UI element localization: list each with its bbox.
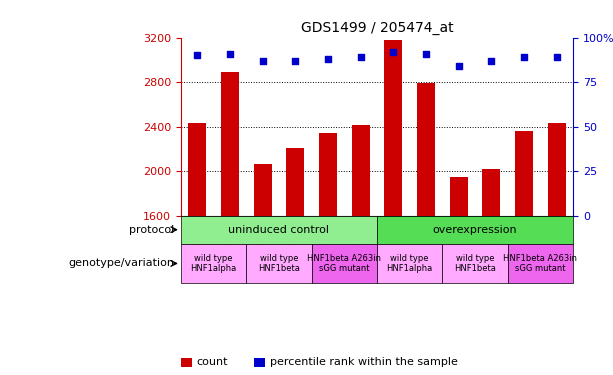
Point [454,63,463,69]
Point [487,58,497,64]
Bar [319,133,337,216]
Text: wild type
HNF1beta: wild type HNF1beta [258,254,300,273]
Bar [450,177,468,216]
Bar [352,125,370,216]
Bar [181,244,246,283]
Bar [221,72,239,216]
Point [356,54,365,60]
Point [421,51,431,57]
Text: genotype/variation: genotype/variation [69,258,175,268]
Text: uninduced control: uninduced control [229,225,329,235]
Point [257,58,267,64]
Bar [311,244,377,283]
Text: count: count [197,357,228,368]
Bar [443,244,508,283]
Bar [417,83,435,216]
Bar [254,164,272,216]
Bar [548,123,566,216]
Bar [482,169,500,216]
Point [519,54,529,60]
Bar [515,131,533,216]
Text: wild type
HNF1alpha: wild type HNF1alpha [191,254,237,273]
Point [552,54,562,60]
Bar [246,244,311,283]
Bar [508,244,573,283]
Point [192,53,202,58]
Text: overexpression: overexpression [433,225,517,235]
Point [323,56,333,62]
Text: wild type
HNF1beta: wild type HNF1beta [454,254,496,273]
Text: percentile rank within the sample: percentile rank within the sample [270,357,458,368]
Bar [377,216,573,244]
Bar [286,148,304,216]
Point [225,51,235,57]
Point [389,49,398,55]
Bar [188,123,206,216]
Bar [181,216,377,244]
Text: protocol: protocol [129,225,175,235]
Bar [377,244,443,283]
Title: GDS1499 / 205474_at: GDS1499 / 205474_at [301,21,453,35]
Bar [384,40,402,216]
Text: wild type
HNF1alpha: wild type HNF1alpha [387,254,433,273]
Text: HNF1beta A263in
sGG mutant: HNF1beta A263in sGG mutant [503,254,577,273]
Point [291,58,300,64]
Text: HNF1beta A263in
sGG mutant: HNF1beta A263in sGG mutant [307,254,381,273]
